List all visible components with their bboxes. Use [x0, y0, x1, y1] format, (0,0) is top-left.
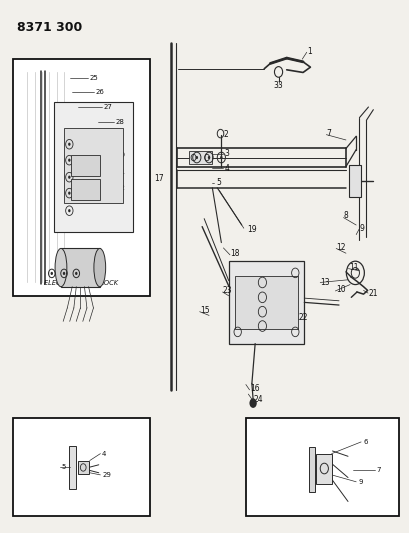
Text: 23: 23 — [222, 286, 232, 295]
Text: 9: 9 — [357, 479, 362, 485]
Text: 31: 31 — [116, 169, 125, 175]
Text: 22: 22 — [298, 313, 308, 322]
Circle shape — [68, 209, 70, 212]
Text: 24: 24 — [253, 395, 262, 404]
Text: 16: 16 — [249, 384, 259, 393]
Bar — [189, 151, 211, 165]
Circle shape — [249, 398, 256, 408]
Circle shape — [63, 272, 65, 275]
Text: 3: 3 — [224, 149, 229, 158]
Bar — [54, 102, 133, 232]
Text: 26: 26 — [96, 89, 105, 95]
Circle shape — [75, 272, 77, 275]
Bar — [228, 261, 303, 344]
Text: 25: 25 — [90, 75, 98, 81]
Circle shape — [220, 156, 222, 159]
Text: ELECTRIC DOOR LOCK: ELECTRIC DOOR LOCK — [44, 280, 118, 286]
Text: 9: 9 — [359, 224, 364, 233]
Bar — [348, 165, 360, 197]
Text: 1: 1 — [306, 47, 311, 55]
Text: 13: 13 — [320, 278, 330, 287]
Text: 4: 4 — [224, 164, 229, 173]
Text: 19: 19 — [247, 225, 256, 234]
Text: 7: 7 — [376, 466, 380, 473]
Text: 21: 21 — [368, 288, 377, 297]
Text: 2: 2 — [223, 130, 227, 139]
Bar — [315, 454, 332, 484]
Text: 5: 5 — [61, 464, 65, 471]
Ellipse shape — [94, 248, 106, 287]
Bar — [308, 447, 315, 492]
Bar — [71, 179, 99, 200]
Circle shape — [68, 175, 70, 179]
Text: 6: 6 — [362, 439, 367, 445]
Bar — [69, 446, 76, 489]
Circle shape — [195, 156, 198, 159]
Text: 7: 7 — [326, 129, 331, 138]
Text: 12: 12 — [336, 243, 345, 252]
Text: 30: 30 — [116, 152, 125, 158]
Circle shape — [50, 272, 53, 275]
Bar — [71, 155, 99, 176]
Text: 32: 32 — [116, 185, 124, 191]
Text: 27: 27 — [103, 104, 112, 110]
Circle shape — [68, 159, 70, 162]
Circle shape — [68, 143, 70, 146]
Bar — [234, 276, 297, 329]
Ellipse shape — [55, 248, 67, 287]
Text: 8371 300: 8371 300 — [17, 21, 82, 34]
Text: 17: 17 — [154, 174, 164, 183]
Text: 11: 11 — [348, 263, 357, 272]
Text: 18: 18 — [230, 249, 239, 258]
Text: 5: 5 — [216, 178, 221, 187]
Bar — [13, 59, 149, 296]
Text: 8: 8 — [343, 212, 348, 221]
Text: 29: 29 — [102, 472, 110, 478]
Text: 33: 33 — [273, 81, 283, 90]
Text: 14: 14 — [257, 294, 266, 303]
Text: 28: 28 — [116, 119, 124, 125]
Text: 10: 10 — [335, 285, 344, 294]
Circle shape — [68, 191, 70, 195]
Text: 20: 20 — [270, 294, 279, 303]
Bar — [245, 418, 398, 516]
Bar — [13, 418, 149, 516]
Circle shape — [207, 156, 210, 159]
Bar — [78, 461, 88, 474]
Text: 15: 15 — [200, 305, 209, 314]
Text: 4: 4 — [102, 450, 106, 457]
Bar — [64, 128, 123, 203]
Bar — [61, 248, 99, 287]
